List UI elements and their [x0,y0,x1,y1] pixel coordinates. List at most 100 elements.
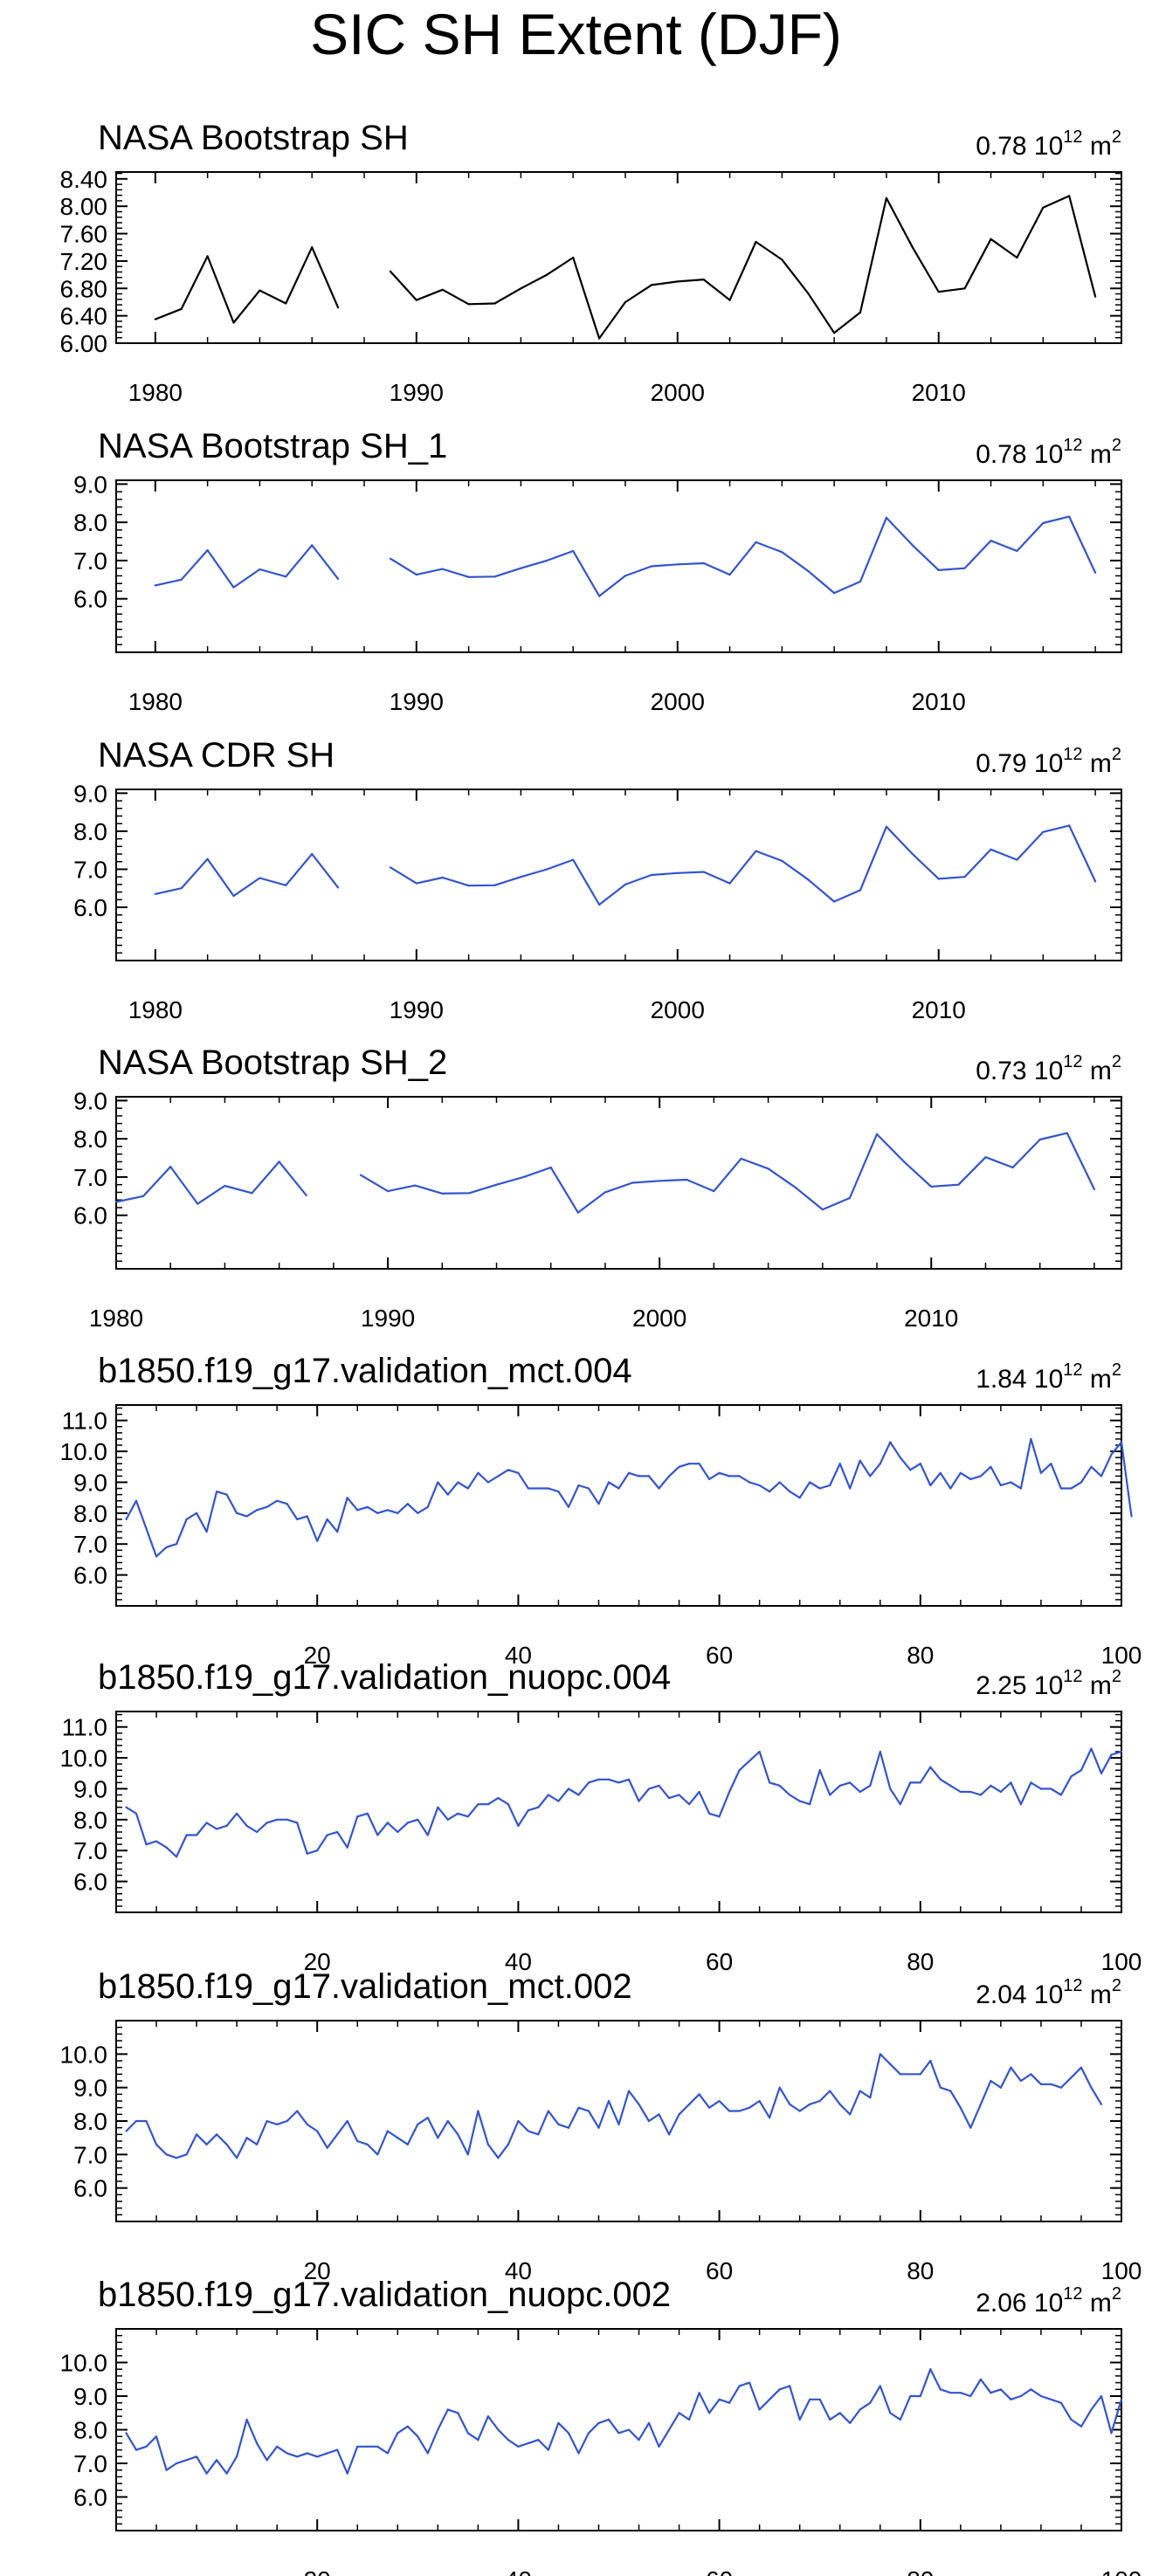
data-point [389,866,391,869]
data-point [311,544,314,547]
data-point [549,1166,552,1169]
data-point [296,1822,299,1824]
data-point [859,2090,861,2092]
data-point [1010,2066,1012,2069]
data-point [366,2143,369,2146]
data-point [755,541,757,544]
data-point [919,1781,921,1784]
data-point [154,318,156,320]
chart-panel-8: b1850.f19_g17.validation_nuopc.002 2.06 1… [60,2276,1142,2576]
data-point [276,1818,279,1821]
data-point [125,1518,128,1520]
chart-stat-label: 2.06 1012 m2 [976,2284,1121,2318]
data-point [426,1834,429,1836]
data-point [567,1505,570,1508]
data-point [849,1781,852,1784]
chart-panel-6: b1850.f19_g17.validation_nuopc.004 2.25 1… [60,1658,1142,1975]
data-point [769,2398,771,2400]
data-point [477,2439,479,2442]
data-point [1016,858,1018,861]
plot-frame [115,171,1122,344]
data-point [256,1830,259,1834]
data-point [658,2445,660,2448]
data-point [125,1806,128,1808]
data-point [688,2418,691,2421]
data-point [1110,2432,1113,2435]
data-point [1019,2079,1022,2083]
data-point [1010,1481,1012,1484]
data-point [769,2117,771,2119]
data-point [755,240,757,244]
y-tick-label: 11.0 [62,1714,107,1741]
data-point [889,1441,892,1443]
y-tick-label: 11.0 [62,1408,107,1435]
x-tick-label: 1990 [361,1305,415,1332]
data-point [386,1509,389,1512]
data-point [296,1518,299,1520]
data-point [809,1481,811,1484]
chart-stat-label: 2.25 1012 m2 [976,1667,1121,1700]
series-line-segment [155,852,339,898]
data-point [909,1469,912,1471]
series-line-segment [155,246,340,324]
data-point [467,575,470,578]
x-tick-label: 40 [505,1948,532,1975]
data-point [838,1784,841,1787]
data-point [647,1787,651,1790]
data-point [597,1503,600,1505]
x-tick-label: 1980 [89,1305,143,1332]
data-point [1110,1753,1113,1756]
data-point [911,852,914,856]
plot-frame [115,1404,1122,1607]
data-point [397,1512,399,1514]
data-point [206,255,209,258]
data-point [769,1781,771,1784]
data-point [225,1824,228,1827]
data-point [698,1790,700,1794]
data-point [397,1830,399,1834]
data-point [346,1497,348,1499]
data-point [259,289,261,292]
data-point [1059,1487,1062,1490]
data-point [437,1481,439,1484]
y-tick-label: 10.0 [60,1745,108,1772]
data-point [437,2137,439,2139]
data-point [969,2394,972,2398]
data-point [859,580,862,583]
data-point [286,2119,288,2123]
data-point [818,2099,821,2103]
data-point [937,878,940,880]
data-point [486,1481,490,1484]
data-point [441,1192,444,1195]
data-point [477,2110,479,2112]
data-point [537,2439,540,2442]
data-point [185,1834,188,1836]
data-point [658,1487,660,1490]
data-point [728,574,731,576]
data-point [781,551,783,554]
data-point [899,2073,901,2076]
x-tick-label: 60 [706,1642,733,1669]
y-tick-label: 7.20 [60,248,108,275]
data-point [885,516,888,520]
data-point [1030,1437,1032,1440]
chart-title: b1850.f19_g17.validation_mct.002 [98,1967,632,2006]
data-point [1019,1487,1022,1490]
data-point [326,2146,328,2149]
chart-title: b1850.f19_g17.validation_nuopc.004 [98,1658,671,1697]
data-point [708,1812,711,1815]
data-point [286,1818,288,1821]
data-point [527,1809,530,1812]
data-point [678,1794,680,1796]
data-point [527,2130,530,2132]
data-point [296,2455,299,2458]
data-point [346,2119,348,2123]
data-point [911,246,914,249]
data-point [577,2452,580,2455]
data-point [807,292,810,294]
data-point [441,288,444,291]
data-point [1059,2086,1062,2089]
data-point [631,1181,634,1184]
y-tick-label: 7.0 [73,1531,107,1558]
data-point [990,2392,992,2394]
